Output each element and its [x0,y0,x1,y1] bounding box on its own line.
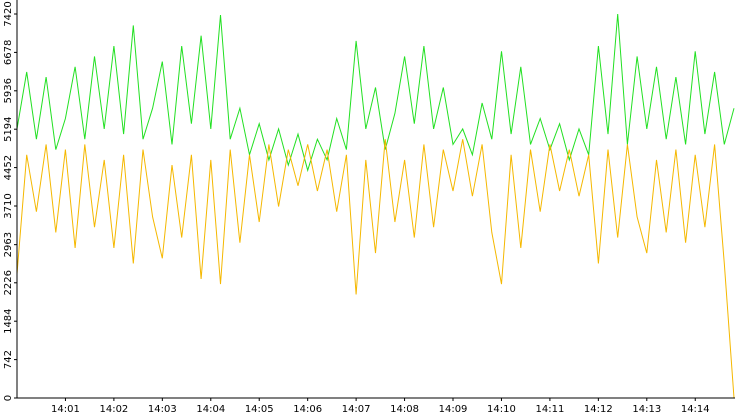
x-tick-label: 14:13 [632,404,661,415]
y-tick-label: 5194 [3,116,14,141]
series-line [16,13,735,173]
y-tick-label: 2963 [3,232,14,257]
x-tick-label: 14:07 [342,404,371,415]
x-tick-label: 14:11 [535,404,564,415]
x-tick-label: 14:03 [148,404,177,415]
x-tick-label: 14:04 [196,404,225,415]
x-tick-label: 14:08 [390,404,419,415]
y-tick-label: 5936 [3,78,14,103]
x-tick-label: 14:05 [245,404,274,415]
x-tick-label: 14:02 [99,404,128,415]
y-tick-label: 2226 [3,270,14,295]
y-tick-label: 1484 [3,308,14,333]
y-tick-label: 0 [3,395,14,401]
series-line [16,139,735,399]
x-tick-label: 14:12 [584,404,613,415]
x-tick-label: 14:01 [51,404,80,415]
y-tick-label: 3710 [3,193,14,218]
x-tick-label: 14:09 [439,404,468,415]
x-tick-label: 14:14 [681,404,710,415]
y-tick-label: 4452 [3,155,14,180]
x-tick-label: 14:10 [487,404,516,415]
y-tick-label: 6678 [3,40,14,65]
y-tick-label: 7420 [3,1,14,26]
x-tick-label: 14:06 [293,404,322,415]
y-tick-label: 742 [3,350,14,369]
